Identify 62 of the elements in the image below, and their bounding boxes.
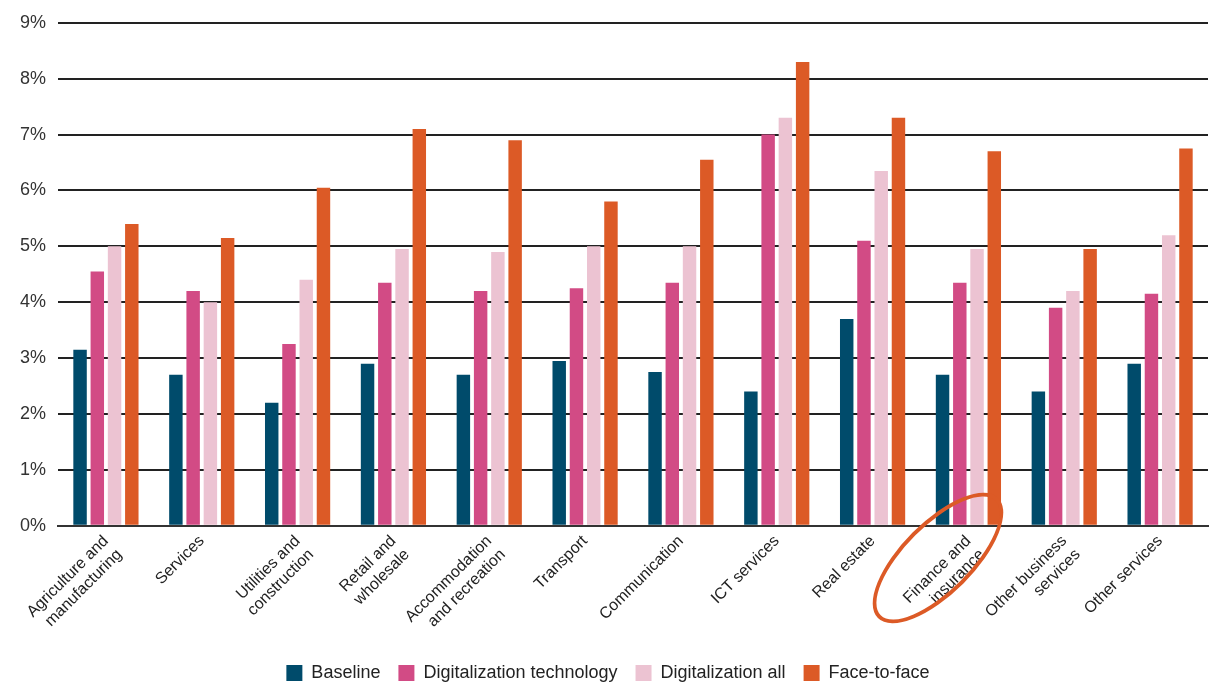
bar (90, 271, 105, 525)
bar (586, 246, 601, 525)
y-tick-label: 0% (20, 514, 47, 535)
bar (186, 291, 200, 525)
y-tick-label: 5% (20, 235, 47, 256)
bar (73, 349, 87, 525)
bar (508, 140, 522, 525)
bar (1179, 148, 1193, 525)
bar (107, 246, 122, 525)
bar (874, 170, 888, 525)
bar (552, 360, 566, 525)
bar (378, 282, 392, 525)
y-tick-label: 2% (20, 402, 47, 423)
bar (299, 279, 313, 525)
bar (412, 128, 427, 525)
y-tick-label: 9% (20, 11, 47, 32)
bar (700, 159, 714, 525)
bar (953, 282, 967, 525)
y-tick-label: 3% (20, 347, 47, 368)
bar (744, 391, 758, 525)
bar (395, 249, 409, 525)
bar (935, 374, 950, 525)
bar (316, 187, 331, 525)
bar (682, 246, 697, 525)
bar (1031, 391, 1046, 525)
bar (891, 117, 906, 525)
bar (569, 288, 584, 525)
bar (220, 237, 235, 525)
bar (987, 151, 1002, 525)
bar (761, 134, 775, 525)
bar (1144, 293, 1159, 525)
bar (1066, 291, 1080, 525)
legend-label: Digitalization technology (423, 661, 618, 682)
bar (1083, 249, 1097, 525)
y-tick-label: 6% (20, 179, 47, 200)
bar (1048, 307, 1063, 525)
y-tick-label: 8% (20, 67, 47, 88)
y-tick-label: 1% (20, 458, 47, 479)
bar (604, 201, 618, 525)
y-tick-label: 7% (20, 123, 47, 144)
bar (1161, 235, 1176, 525)
legend-label: Digitalization all (660, 661, 786, 682)
bar (839, 318, 854, 525)
bar (648, 372, 662, 525)
bar (360, 363, 375, 525)
bar (665, 282, 680, 525)
bar (125, 223, 139, 525)
bar (473, 291, 488, 525)
bar (1127, 363, 1141, 525)
bar (857, 240, 871, 525)
bar (970, 249, 984, 525)
y-tick-label: 4% (20, 291, 47, 312)
bar (169, 374, 183, 525)
bar (282, 344, 296, 525)
legend-label: Face-to-face (828, 661, 930, 682)
bar (491, 251, 505, 525)
bar (795, 61, 810, 525)
bar (778, 117, 793, 525)
bar (456, 374, 471, 525)
bar (264, 402, 279, 525)
legend-label: Baseline (311, 661, 381, 682)
bar (203, 302, 218, 525)
